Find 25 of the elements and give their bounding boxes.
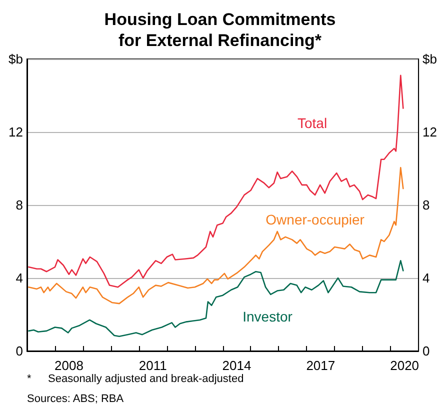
series-label: Investor [242, 308, 293, 324]
y2-tick-label: 8 [422, 198, 430, 212]
x-tick-label: 2020 [390, 358, 420, 373]
text: Total [297, 114, 328, 131]
series-label: Owner-occupier [266, 212, 365, 228]
x-tick-label: 2008 [54, 358, 84, 373]
line-series [28, 260, 404, 338]
y2-tick-label: $b [422, 52, 438, 66]
line-series [28, 74, 404, 288]
text: Seasonally adjusted and break-adjusted [48, 373, 244, 385]
y2-tick-label: 4 [422, 270, 430, 286]
line-series [28, 166, 404, 304]
y2-tick-label: 12 [422, 124, 438, 140]
y-tick-label: 12 [8, 124, 23, 140]
y-tick-label: 8 [16, 198, 23, 212]
text: * [27, 373, 32, 385]
chart-title: Housing Loan Commitments for External Refinancing* [104, 10, 336, 50]
x-tick-label: 2014 [222, 358, 252, 373]
source-note: Sources: ABS; RBA [27, 393, 124, 405]
y2-tick-label: 0 [422, 344, 430, 358]
y-tick-label: 4 [16, 270, 23, 286]
x-tick-label: 2017 [306, 358, 336, 373]
y-tick-label: $b [8, 52, 23, 66]
x-tick-label: 2011 [138, 358, 167, 373]
y-tick-label: 0 [16, 344, 23, 358]
